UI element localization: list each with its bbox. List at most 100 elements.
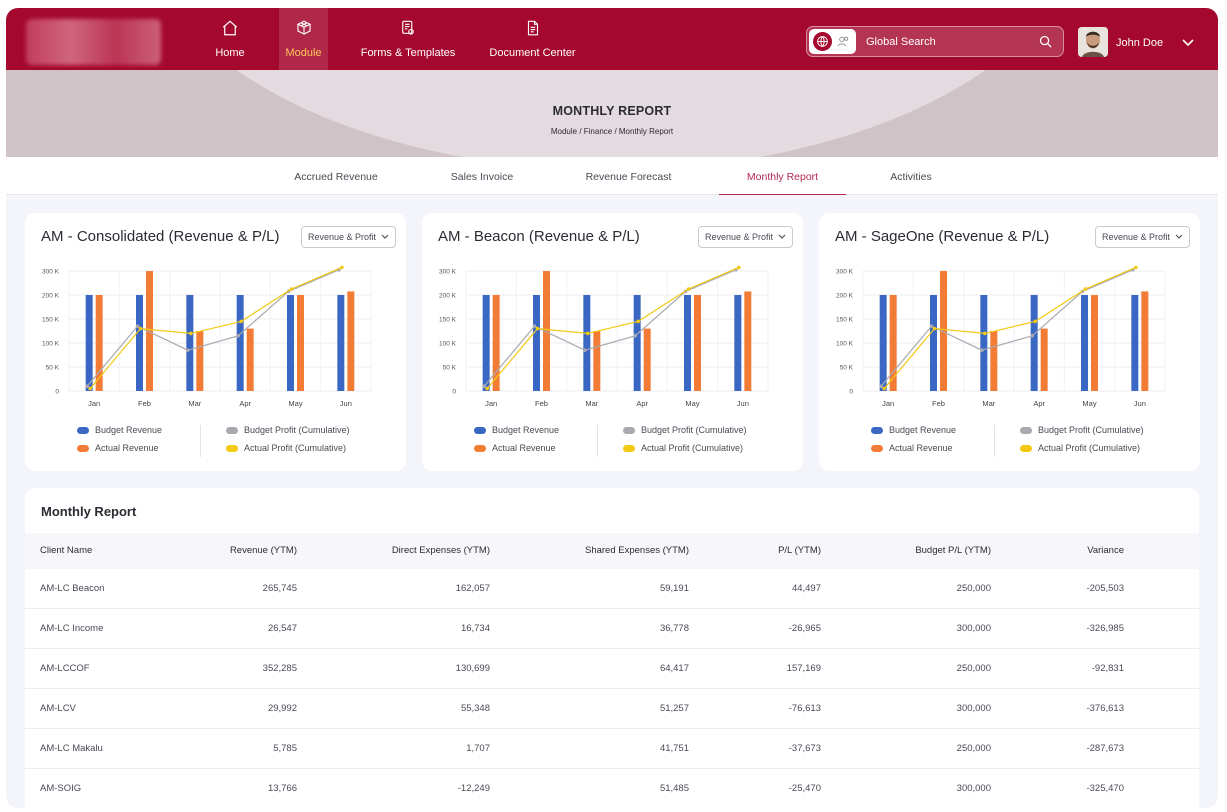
column-header[interactable]: Revenue (YTM) [229, 545, 297, 556]
table-cell: -376,613 [1086, 703, 1124, 714]
bar-budget-revenue [482, 295, 490, 391]
legend-item[interactable]: Budget Profit (Cumulative) [623, 425, 747, 435]
y-tick-label: 100 K [439, 341, 457, 348]
column-header[interactable]: Direct Expenses (YTM) [391, 545, 490, 556]
table-cell: 162,057 [455, 583, 490, 594]
chart-type-select[interactable]: Revenue & Profit [1095, 226, 1190, 248]
chart-card-sageone: AM - SageOne (Revenue & P/L) Revenue & P… [819, 213, 1200, 471]
column-header[interactable]: Variance [1087, 545, 1124, 556]
x-tick-label: Jan [485, 399, 497, 408]
legend-item[interactable]: Budget Revenue [77, 425, 162, 435]
company-logo[interactable] [26, 19, 161, 65]
column-header[interactable]: P/L (YTM) [778, 545, 821, 556]
nav-module-label: Module [285, 47, 322, 59]
chevron-down-icon[interactable] [1182, 39, 1194, 47]
line-point [189, 331, 193, 336]
legend-swatch [77, 444, 89, 452]
tab-revenue-forecast[interactable]: Revenue Forecast [585, 171, 672, 183]
search-scope-toggle[interactable] [809, 29, 856, 54]
line-point [980, 348, 984, 352]
page-title: MONTHLY REPORT [552, 104, 672, 118]
table-cell: 44,497 [791, 583, 821, 594]
bar-budget-revenue [930, 295, 937, 391]
bar-actual-revenue [95, 295, 103, 391]
y-tick-label: 50 K [443, 365, 457, 372]
users-icon [837, 36, 849, 47]
column-header[interactable]: Client Name [40, 545, 93, 556]
legend-item[interactable]: Actual Revenue [871, 443, 953, 453]
table-row[interactable]: AM-LC Makalu 5,785 1,707 41,751 -37,673 250,0… [25, 729, 1199, 769]
y-tick-label: 150 K [42, 317, 60, 324]
x-tick-label: Feb [138, 399, 151, 408]
tab-accrued-revenue[interactable]: Accrued Revenue [294, 171, 378, 183]
nav-forms-templates[interactable]: Forms & Templates [358, 8, 458, 70]
legend-label: Budget Profit (Cumulative) [1038, 425, 1144, 435]
column-header[interactable]: Budget P/L (YTM) [915, 545, 991, 556]
chart-legend: Budget Revenue Actual Revenue Budget Profi… [474, 425, 794, 465]
legend-item[interactable]: Actual Profit (Cumulative) [1020, 443, 1140, 453]
table-cell: AM-LCV [40, 703, 76, 714]
legend-item[interactable]: Actual Revenue [77, 443, 159, 453]
line-point [485, 386, 489, 391]
nav-document-center-label: Document Center [489, 47, 576, 59]
table-cell: 157,169 [786, 663, 821, 674]
table-row[interactable]: AM-LCV 29,992 55,348 51,257 -76,613 300,000 -3… [25, 689, 1199, 729]
legend-item[interactable]: Actual Profit (Cumulative) [226, 443, 346, 453]
table-row[interactable]: AM-LCCOF 352,285 130,699 64,417 157,169 250,0… [25, 649, 1199, 689]
line-point [88, 386, 92, 391]
legend-swatch [474, 444, 486, 452]
legend-label: Actual Profit (Cumulative) [641, 443, 744, 453]
chart-legend: Budget Revenue Actual Revenue Budget Profi… [77, 425, 397, 465]
chevron-down-icon [778, 234, 786, 239]
table-row[interactable]: AM-SOIG 13,766 -12,249 51,485 -25,470 300,000… [25, 769, 1199, 808]
table-cell: 59,191 [659, 583, 689, 594]
legend-item[interactable]: Budget Revenue [474, 425, 559, 435]
table-cell: 300,000 [956, 703, 991, 714]
line-point [1033, 319, 1037, 324]
chart-type-select-value: Revenue & Profit [1102, 232, 1171, 242]
column-header[interactable]: Shared Expenses (YTM) [584, 545, 689, 556]
nav-document-center[interactable]: Document Center [486, 8, 579, 70]
chart-type-select-value: Revenue & Profit [705, 232, 774, 242]
table-row[interactable]: AM-LC Income 26,547 16,734 36,778 -26,965 300… [25, 609, 1199, 649]
tab-monthly-report[interactable]: Monthly Report [719, 157, 846, 195]
user-avatar[interactable] [1078, 27, 1108, 57]
legend-item[interactable]: Budget Profit (Cumulative) [1020, 425, 1144, 435]
legend-label: Budget Revenue [492, 425, 560, 435]
line-budget-profit-cumulative- [86, 269, 340, 387]
legend-item[interactable]: Budget Profit (Cumulative) [226, 425, 350, 435]
chart-type-select[interactable]: Revenue & Profit [301, 226, 396, 248]
bar-actual-revenue [347, 291, 355, 391]
bar-actual-revenue [694, 295, 701, 391]
table-title: Monthly Report [41, 504, 137, 519]
bar-budget-revenue [684, 295, 691, 391]
y-tick-label: 100 K [836, 341, 854, 348]
legend-item[interactable]: Budget Revenue [871, 425, 956, 435]
tab-sales-invoice[interactable]: Sales Invoice [450, 171, 514, 183]
table-cell: 352,285 [262, 663, 297, 674]
table-row[interactable]: AM-LC Beacon 265,745 162,057 59,191 44,497 25… [25, 569, 1199, 609]
bar-actual-revenue [593, 331, 601, 391]
legend-item[interactable]: Actual Revenue [474, 443, 556, 453]
global-search[interactable]: Global Search [806, 26, 1064, 57]
line-point [1083, 287, 1088, 291]
x-tick-label: Mar [585, 399, 598, 408]
search-icon[interactable] [1038, 34, 1053, 49]
line-point [879, 384, 883, 388]
x-tick-label: Jun [1134, 399, 1146, 408]
user-name[interactable]: John Doe [1116, 37, 1164, 49]
bar-budget-revenue [1081, 295, 1088, 391]
line-point [289, 287, 294, 291]
bar-actual-revenue [990, 331, 998, 391]
bar-budget-revenue [1131, 295, 1139, 391]
search-input[interactable]: Global Search [866, 36, 936, 48]
chart-type-select[interactable]: Revenue & Profit [698, 226, 793, 248]
tab-activities[interactable]: Activities [890, 171, 932, 183]
legend-item[interactable]: Actual Profit (Cumulative) [623, 443, 743, 453]
monthly-report-table: Monthly Report Client Name Revenue (YTM) D… [25, 488, 1199, 808]
nav-module[interactable]: Module [279, 8, 328, 70]
nav-home[interactable]: Home [209, 8, 251, 70]
bar-actual-revenue [1091, 295, 1098, 391]
y-tick-label: 50 K [840, 365, 854, 372]
x-tick-label: Jan [882, 399, 894, 408]
